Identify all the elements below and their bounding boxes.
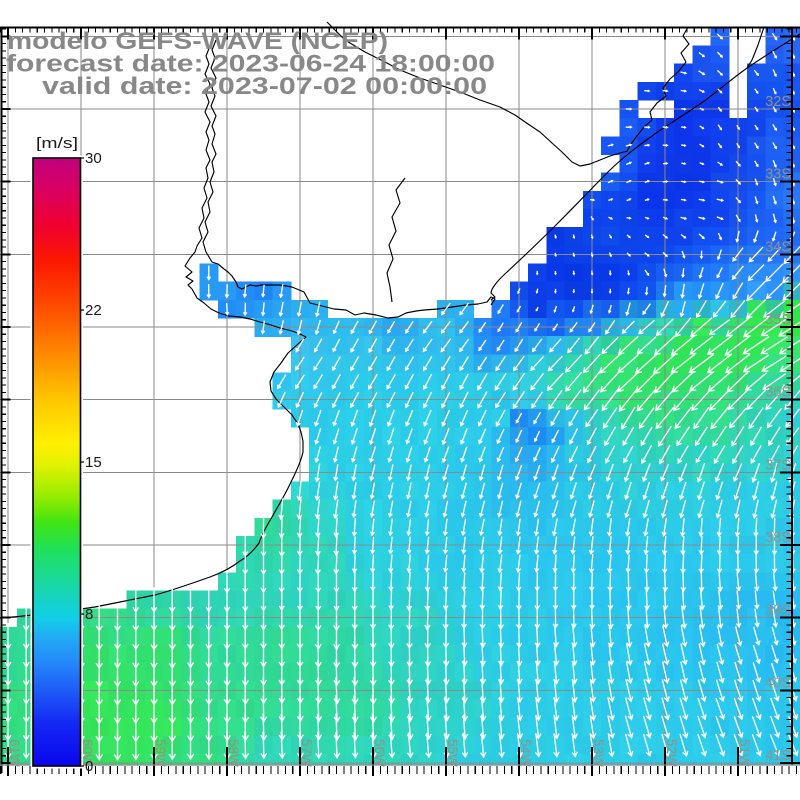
svg-text:forecast date: 2023-06-24 18:0: forecast date: 2023-06-24 18:00:00: [6, 51, 495, 78]
svg-text:34S: 34S: [765, 239, 791, 255]
svg-text:35S: 35S: [765, 312, 791, 328]
svg-text:15: 15: [85, 454, 102, 471]
svg-text:57W: 57W: [299, 739, 314, 767]
svg-text:38S: 38S: [765, 530, 791, 546]
svg-text:0: 0: [85, 758, 93, 775]
svg-text:58W: 58W: [226, 739, 241, 767]
svg-text:22: 22: [85, 302, 102, 319]
svg-text:valid date: 2023-07-02 00:00:0: valid date: 2023-07-02 00:00:00: [42, 73, 487, 100]
svg-text:modelo GEFS-WAVE (NCEP): modelo GEFS-WAVE (NCEP): [7, 28, 388, 55]
svg-text:33S: 33S: [765, 167, 791, 183]
svg-text:55W: 55W: [445, 739, 460, 767]
svg-text:40S: 40S: [765, 675, 791, 691]
svg-text:32S: 32S: [765, 94, 791, 110]
svg-text:61W: 61W: [7, 739, 22, 767]
svg-text:39S: 39S: [765, 603, 791, 619]
svg-text:59W: 59W: [153, 739, 168, 767]
svg-text:54W: 54W: [518, 739, 533, 767]
svg-text:60W: 60W: [80, 739, 95, 767]
svg-text:[m/s]: [m/s]: [36, 135, 78, 152]
svg-text:8: 8: [85, 606, 93, 623]
svg-text:51W: 51W: [737, 739, 752, 767]
svg-text:41S: 41S: [765, 748, 791, 764]
svg-text:30: 30: [85, 150, 102, 167]
svg-text:53W: 53W: [591, 739, 606, 767]
svg-text:37S: 37S: [765, 457, 791, 473]
svg-text:52W: 52W: [664, 739, 679, 767]
svg-text:36S: 36S: [765, 385, 791, 401]
svg-text:56W: 56W: [372, 739, 387, 767]
